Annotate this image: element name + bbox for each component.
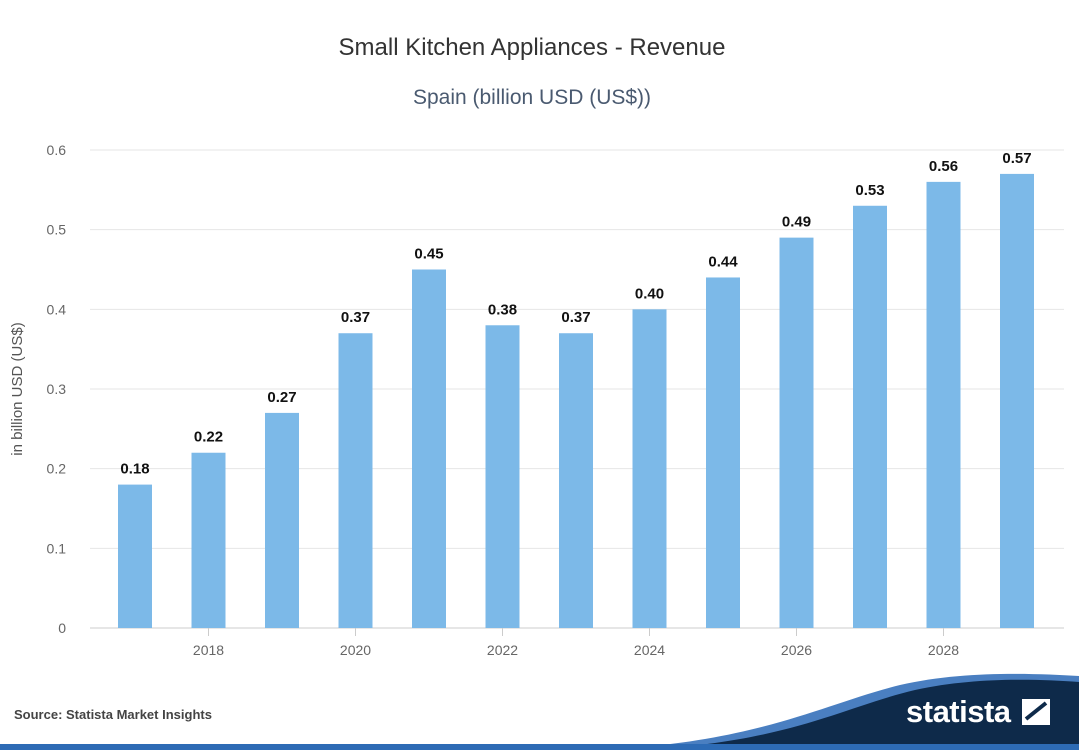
bar <box>485 325 520 628</box>
data-label: 0.18 <box>120 461 149 478</box>
bar <box>853 205 887 628</box>
x-tick-label: 2020 <box>340 642 371 658</box>
statista-logo-icon <box>1022 699 1050 725</box>
data-label: 0.38 <box>488 301 517 318</box>
bar-chart: 0 0.1 0.2 0.3 0.4 0.5 0.6 0.18 0.22 0.27 0.37 0.45… <box>9 142 1064 658</box>
data-label: 0.53 <box>855 182 884 199</box>
brand-wave <box>640 679 1079 750</box>
bar <box>559 333 593 628</box>
x-tick-label: 2028 <box>928 642 959 658</box>
bar <box>1000 173 1034 628</box>
y-tick-label: 0.3 <box>47 381 67 397</box>
data-label: 0.57 <box>1002 150 1031 167</box>
data-label: 0.22 <box>194 429 223 446</box>
data-label: 0.27 <box>267 389 296 406</box>
bar <box>191 452 226 628</box>
bar <box>265 412 299 628</box>
data-label: 0.37 <box>341 309 370 326</box>
y-tick-label: 0.4 <box>47 301 67 317</box>
x-tick-label: 2024 <box>634 642 665 658</box>
y-tick-label: 0.5 <box>47 222 67 238</box>
data-label: 0.45 <box>414 246 443 263</box>
y-tick-label: 0 <box>58 620 66 636</box>
y-tick-label: 0.1 <box>47 540 67 556</box>
y-tick-label: 0.2 <box>47 461 67 477</box>
x-tick-label: 2018 <box>193 642 224 658</box>
bar <box>118 484 152 628</box>
data-label: 0.40 <box>635 285 664 302</box>
chart-subtitle: Spain (billion USD (US$)) <box>412 86 652 109</box>
chart-title: Small Kitchen Appliances - Revenue <box>338 34 726 61</box>
y-axis-label: in billion USD (US$) <box>9 322 26 455</box>
x-tick-label: 2022 <box>487 642 518 658</box>
bar <box>779 237 814 628</box>
data-label: 0.56 <box>929 158 958 175</box>
statista-logo-text: statista <box>906 694 1011 729</box>
bar <box>338 333 373 628</box>
y-axis-ticks: 0 0.1 0.2 0.3 0.4 0.5 0.6 <box>47 142 67 636</box>
data-label: 0.44 <box>708 253 738 270</box>
bar <box>632 309 667 628</box>
x-tick-label: 2026 <box>781 642 812 658</box>
y-tick-label: 0.6 <box>47 142 67 158</box>
bar <box>412 269 446 628</box>
bottom-rule <box>0 744 1079 750</box>
x-axis-ticks: 2018 2020 2022 2024 2026 2028 <box>193 628 959 658</box>
bar <box>926 181 961 628</box>
source-note: Source: Statista Market Insights <box>14 707 212 722</box>
data-labels: 0.18 0.22 0.27 0.37 0.45 0.38 0.37 0.40 0.44 0.49… <box>120 150 1031 478</box>
bars <box>118 173 1034 628</box>
data-label: 0.37 <box>561 309 590 326</box>
bar <box>706 277 740 628</box>
data-label: 0.49 <box>782 214 811 231</box>
